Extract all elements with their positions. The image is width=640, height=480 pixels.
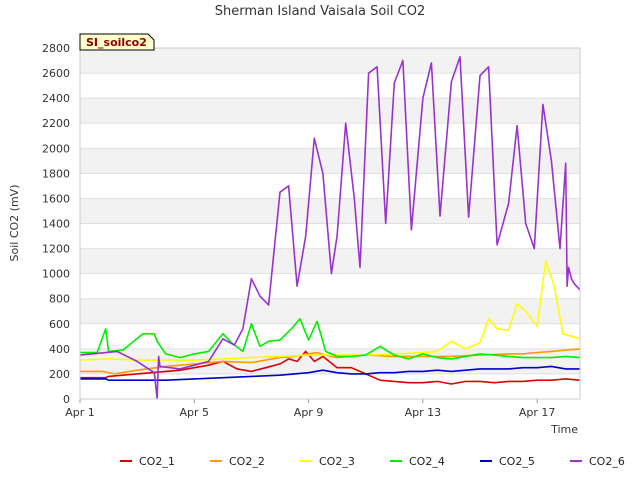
series-line-co2-2: [80, 348, 581, 375]
y-tick-label: 1000: [42, 268, 70, 281]
y-tick-label: 1600: [42, 192, 70, 205]
y-axis-label: Soil CO2 (mV): [8, 185, 21, 262]
legend-label: CO2_1: [139, 455, 175, 468]
x-tick-label: Apr 1: [65, 406, 95, 419]
y-tick-label: 2800: [42, 42, 70, 55]
series-line-co2-1: [80, 350, 581, 385]
chart-title: Sherman Island Vaisala Soil CO2: [215, 4, 425, 19]
legend-label: CO2_6: [589, 455, 625, 468]
grid-band: [80, 198, 580, 224]
x-tick-label: Apr 17: [519, 406, 556, 419]
y-tick-label: 1800: [42, 167, 70, 180]
site-badge-shape: [79, 33, 155, 51]
legend-item-co2-4[interactable]: CO2_4: [390, 455, 445, 468]
grid-band: [80, 298, 580, 324]
plot-area-border: [79, 47, 581, 400]
y-tick-label: 2400: [42, 92, 70, 105]
legend-item-co2-1[interactable]: CO2_1: [120, 455, 175, 468]
y-tick-label: 0: [63, 393, 70, 406]
grid-band: [80, 98, 580, 124]
x-tick-label: Apr 13: [405, 406, 442, 419]
grid-bands: [80, 47, 580, 400]
series-lines: [79, 55, 581, 400]
y-tick-label: 2000: [42, 142, 70, 155]
site-badge-label: SI_soilco2: [86, 36, 147, 49]
y-tick-label: 2200: [42, 117, 70, 130]
grid-band: [80, 148, 580, 174]
y-tick-label: 200: [49, 368, 70, 381]
y-tick-label: 600: [49, 318, 70, 331]
series-line-co2-5: [80, 365, 580, 382]
site-badge: SI_soilco2: [79, 33, 155, 51]
legend-label: CO2_5: [499, 455, 535, 468]
y-tick-label: 1200: [42, 243, 70, 256]
y-axis-ticks: 0 200 400 600 800 1000 1200 1400 1600 1800 2000 220…: [42, 42, 70, 406]
y-tick-label: 2600: [42, 67, 70, 80]
legend-item-co2-6[interactable]: CO2_6: [570, 455, 625, 468]
y-tick-label: 1400: [42, 218, 70, 231]
grid-band: [80, 48, 580, 74]
series-line-co2-6: [79, 55, 581, 400]
x-axis-label: Time: [550, 423, 578, 436]
series-line-co2-4: [80, 317, 581, 360]
y-tick-label: 400: [49, 343, 70, 356]
legend-label: CO2_4: [409, 455, 445, 468]
legend-label: CO2_2: [229, 455, 265, 468]
series-line-co2-3: [79, 260, 581, 361]
legend-item-co2-2[interactable]: CO2_2: [210, 455, 265, 468]
y-tick-label: 800: [49, 293, 70, 306]
x-axis-ticks: Apr 1 Apr 5 Apr 9 Apr 13 Apr 17: [65, 399, 555, 419]
x-tick-label: Apr 5: [180, 406, 210, 419]
legend-item-co2-5[interactable]: CO2_5: [480, 455, 535, 468]
legend: CO2_1 CO2_2 CO2_3 CO2_4 CO2_5 CO2_6: [120, 455, 625, 468]
x-tick-label: Apr 9: [294, 406, 324, 419]
legend-label: CO2_3: [319, 455, 355, 468]
legend-item-co2-3[interactable]: CO2_3: [300, 455, 355, 468]
